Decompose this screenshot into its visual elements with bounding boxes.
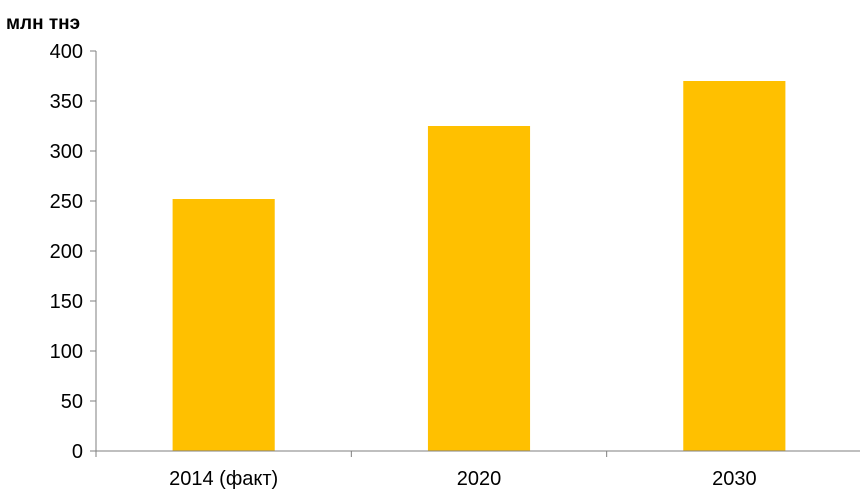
unit-label: млн тнэ xyxy=(6,13,80,34)
x-tick-label: 2030 xyxy=(712,468,757,490)
y-tick-label: 250 xyxy=(50,191,83,213)
y-tick-label: 100 xyxy=(50,341,83,363)
y-tick-label: 300 xyxy=(50,141,83,163)
x-tick-label: 2020 xyxy=(457,468,502,490)
y-tick-label: 50 xyxy=(61,391,83,413)
y-axis-ticks: 0 50 100 150 200 250 300 350 400 xyxy=(50,41,96,463)
y-tick-label: 200 xyxy=(50,241,83,263)
bar xyxy=(173,199,275,451)
y-tick-label: 150 xyxy=(50,291,83,313)
bar xyxy=(683,81,785,451)
bar xyxy=(428,126,530,451)
bars xyxy=(173,81,786,451)
y-tick-label: 400 xyxy=(50,41,83,63)
y-tick-label: 350 xyxy=(50,91,83,113)
x-axis-labels: 2014 (факт) 2020 2030 xyxy=(169,468,756,490)
x-tick-label: 2014 (факт) xyxy=(169,468,278,490)
y-tick-label: 0 xyxy=(72,441,83,463)
